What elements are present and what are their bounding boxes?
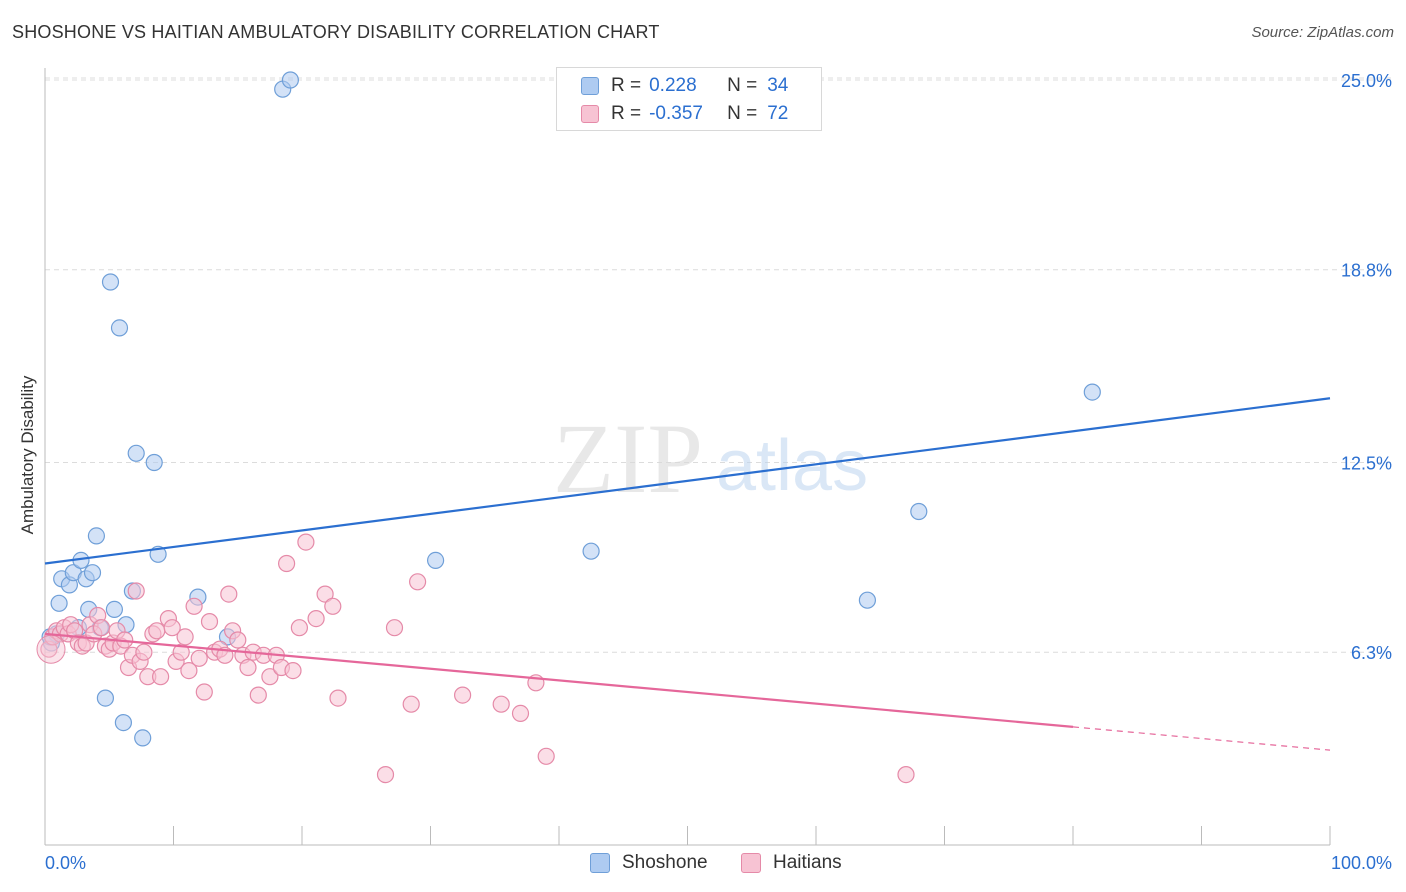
grid-layer bbox=[45, 77, 1392, 653]
legend-row-haitians: R = -0.357 N = 72 bbox=[581, 101, 788, 127]
haitians-point bbox=[220, 585, 238, 603]
haitians-point bbox=[148, 622, 166, 640]
shoshone-point bbox=[114, 713, 133, 732]
chart-source: Source: ZipAtlas.com bbox=[1251, 24, 1394, 41]
legend-r-value-haitians: -0.357 bbox=[649, 103, 703, 124]
legend-swatch-haitians bbox=[581, 105, 599, 123]
series-legend-label-shoshone: Shoshone bbox=[622, 852, 708, 873]
haitians-point bbox=[324, 597, 342, 615]
haitians-point bbox=[200, 612, 219, 631]
haitians-point bbox=[492, 695, 510, 713]
haitians-point bbox=[297, 533, 315, 551]
haitians-cluster-point bbox=[36, 634, 66, 664]
haitians-point bbox=[385, 619, 404, 637]
haitians-point bbox=[454, 686, 472, 704]
shoshone-point bbox=[281, 71, 299, 89]
points-layer bbox=[36, 71, 1101, 784]
series-legend-swatch-shoshone bbox=[590, 853, 610, 873]
haitians-point bbox=[376, 765, 395, 784]
legend-r-value-shoshone: 0.228 bbox=[649, 75, 697, 96]
shoshone-point bbox=[96, 689, 115, 707]
shoshone-point bbox=[110, 319, 129, 337]
legend-n-value-shoshone: 34 bbox=[767, 75, 789, 96]
haitians-point bbox=[409, 573, 427, 591]
haitians-point bbox=[316, 585, 334, 603]
haitians-point bbox=[239, 658, 257, 677]
series-legend-swatch-haitians bbox=[741, 853, 761, 873]
haitians-point bbox=[284, 661, 302, 680]
haitians-point bbox=[195, 683, 213, 701]
shoshone-point bbox=[127, 444, 145, 462]
legend-r-label: R = bbox=[611, 103, 642, 124]
series-legend-shoshone[interactable]: Shoshone bbox=[590, 852, 708, 874]
tick-label-layer: 6.3% 12.5% 18.8% 25.0% 0.0% 100.0% bbox=[45, 71, 1392, 873]
shoshone-point bbox=[50, 594, 68, 612]
shoshone-point bbox=[858, 591, 877, 609]
y-tick-label: 18.8% bbox=[1341, 261, 1392, 281]
axis-layer bbox=[44, 68, 1331, 846]
haitians-point bbox=[190, 649, 208, 667]
haitians-point bbox=[402, 695, 420, 713]
series-legend-label-haitians: Haitians bbox=[773, 852, 842, 873]
legend-n-value-haitians: 72 bbox=[767, 103, 789, 124]
legend-n-label: N = bbox=[727, 103, 758, 124]
shoshone-point bbox=[101, 273, 120, 291]
haitians-point bbox=[329, 689, 347, 707]
haitians-point bbox=[163, 619, 181, 637]
haitians-point bbox=[152, 668, 170, 686]
shoshone-trend-line bbox=[44, 397, 1331, 565]
shoshone-point bbox=[134, 729, 152, 747]
legend-swatch-shoshone bbox=[581, 77, 599, 95]
haitians-point bbox=[185, 597, 203, 615]
shoshone-point bbox=[87, 527, 106, 545]
haitians-point bbox=[92, 619, 111, 637]
watermark-zip: ZIP bbox=[553, 403, 703, 514]
haitians-point bbox=[229, 631, 247, 649]
haitians-point bbox=[307, 609, 325, 628]
legend-r-label: R = bbox=[611, 75, 642, 96]
y-tick-label: 12.5% bbox=[1341, 454, 1392, 474]
shoshone-point bbox=[1083, 383, 1101, 401]
trend-layer bbox=[44, 397, 1331, 751]
shoshone-point bbox=[145, 453, 163, 472]
haitians-point bbox=[180, 661, 198, 680]
y-tick-label: 25.0% bbox=[1341, 71, 1392, 91]
shoshone-point bbox=[427, 551, 445, 570]
watermark-atlas: atlas bbox=[716, 426, 868, 506]
series-legend: Shoshone Haitians bbox=[0, 852, 1406, 878]
watermark: ZIP atlas bbox=[553, 403, 868, 514]
haitians-trend-line bbox=[44, 632, 1074, 728]
legend-row-shoshone: R = 0.228 N = 34 bbox=[581, 73, 788, 99]
chart-title: SHOSHONE VS HAITIAN AMBULATORY DISABILIT… bbox=[12, 22, 660, 42]
shoshone-point bbox=[105, 600, 124, 619]
x-tick-label-max: 100.0% bbox=[1331, 853, 1392, 873]
haitians-point bbox=[537, 747, 555, 765]
series-haitians bbox=[40, 533, 915, 784]
haitians-point bbox=[176, 628, 194, 646]
shoshone-point bbox=[83, 564, 102, 582]
haitians-point bbox=[511, 704, 530, 723]
stats-legend: R = 0.228 N = 34 R = -0.357 N = 72 bbox=[556, 67, 822, 131]
haitians-point bbox=[249, 686, 267, 704]
legend-n-label: N = bbox=[727, 75, 758, 96]
shoshone-point bbox=[582, 542, 600, 560]
haitians-point bbox=[127, 582, 145, 600]
haitians-point bbox=[278, 554, 296, 573]
x-tick-label-min: 0.0% bbox=[45, 853, 86, 873]
series-legend-haitians[interactable]: Haitians bbox=[741, 852, 842, 874]
y-tick-label: 6.3% bbox=[1351, 643, 1392, 663]
haitians-point bbox=[261, 668, 279, 686]
haitians-trend-extension bbox=[1072, 726, 1331, 751]
haitians-point bbox=[135, 643, 153, 661]
shoshone-point bbox=[910, 502, 928, 521]
haitians-point bbox=[897, 765, 915, 784]
haitians-point bbox=[290, 619, 308, 637]
